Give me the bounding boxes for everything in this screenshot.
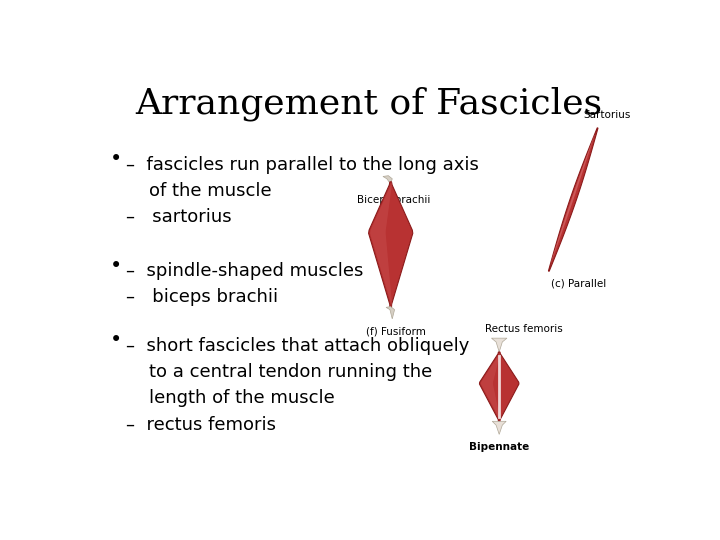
Text: Rectus femoris: Rectus femoris bbox=[485, 325, 563, 334]
Polygon shape bbox=[370, 182, 392, 307]
Text: Bipennate: Bipennate bbox=[469, 442, 529, 452]
Polygon shape bbox=[481, 352, 500, 421]
Text: Biceps brachii: Biceps brachii bbox=[357, 194, 431, 205]
Polygon shape bbox=[550, 135, 595, 264]
Polygon shape bbox=[383, 176, 392, 184]
Polygon shape bbox=[386, 307, 395, 319]
Text: Sartorius: Sartorius bbox=[584, 110, 631, 120]
Text: •: • bbox=[109, 256, 122, 276]
Polygon shape bbox=[492, 338, 507, 352]
Text: •: • bbox=[109, 330, 122, 350]
Polygon shape bbox=[492, 421, 506, 434]
Polygon shape bbox=[480, 352, 519, 421]
Polygon shape bbox=[369, 182, 413, 307]
Text: –  spindle-shaped muscles
–   biceps brachii: – spindle-shaped muscles – biceps brachi… bbox=[126, 262, 364, 306]
Text: (c) Parallel: (c) Parallel bbox=[551, 279, 606, 289]
Text: (f) Fusiform: (f) Fusiform bbox=[366, 327, 426, 336]
Text: Arrangement of Fascicles: Arrangement of Fascicles bbox=[135, 86, 603, 121]
Text: –  short fascicles that attach obliquely
    to a central tendon running the
   : – short fascicles that attach obliquely … bbox=[126, 336, 469, 434]
Text: •: • bbox=[109, 150, 122, 170]
Polygon shape bbox=[549, 128, 598, 271]
Text: –  fascicles run parallel to the long axis
    of the muscle
–   sartorius: – fascicles run parallel to the long axi… bbox=[126, 156, 479, 226]
